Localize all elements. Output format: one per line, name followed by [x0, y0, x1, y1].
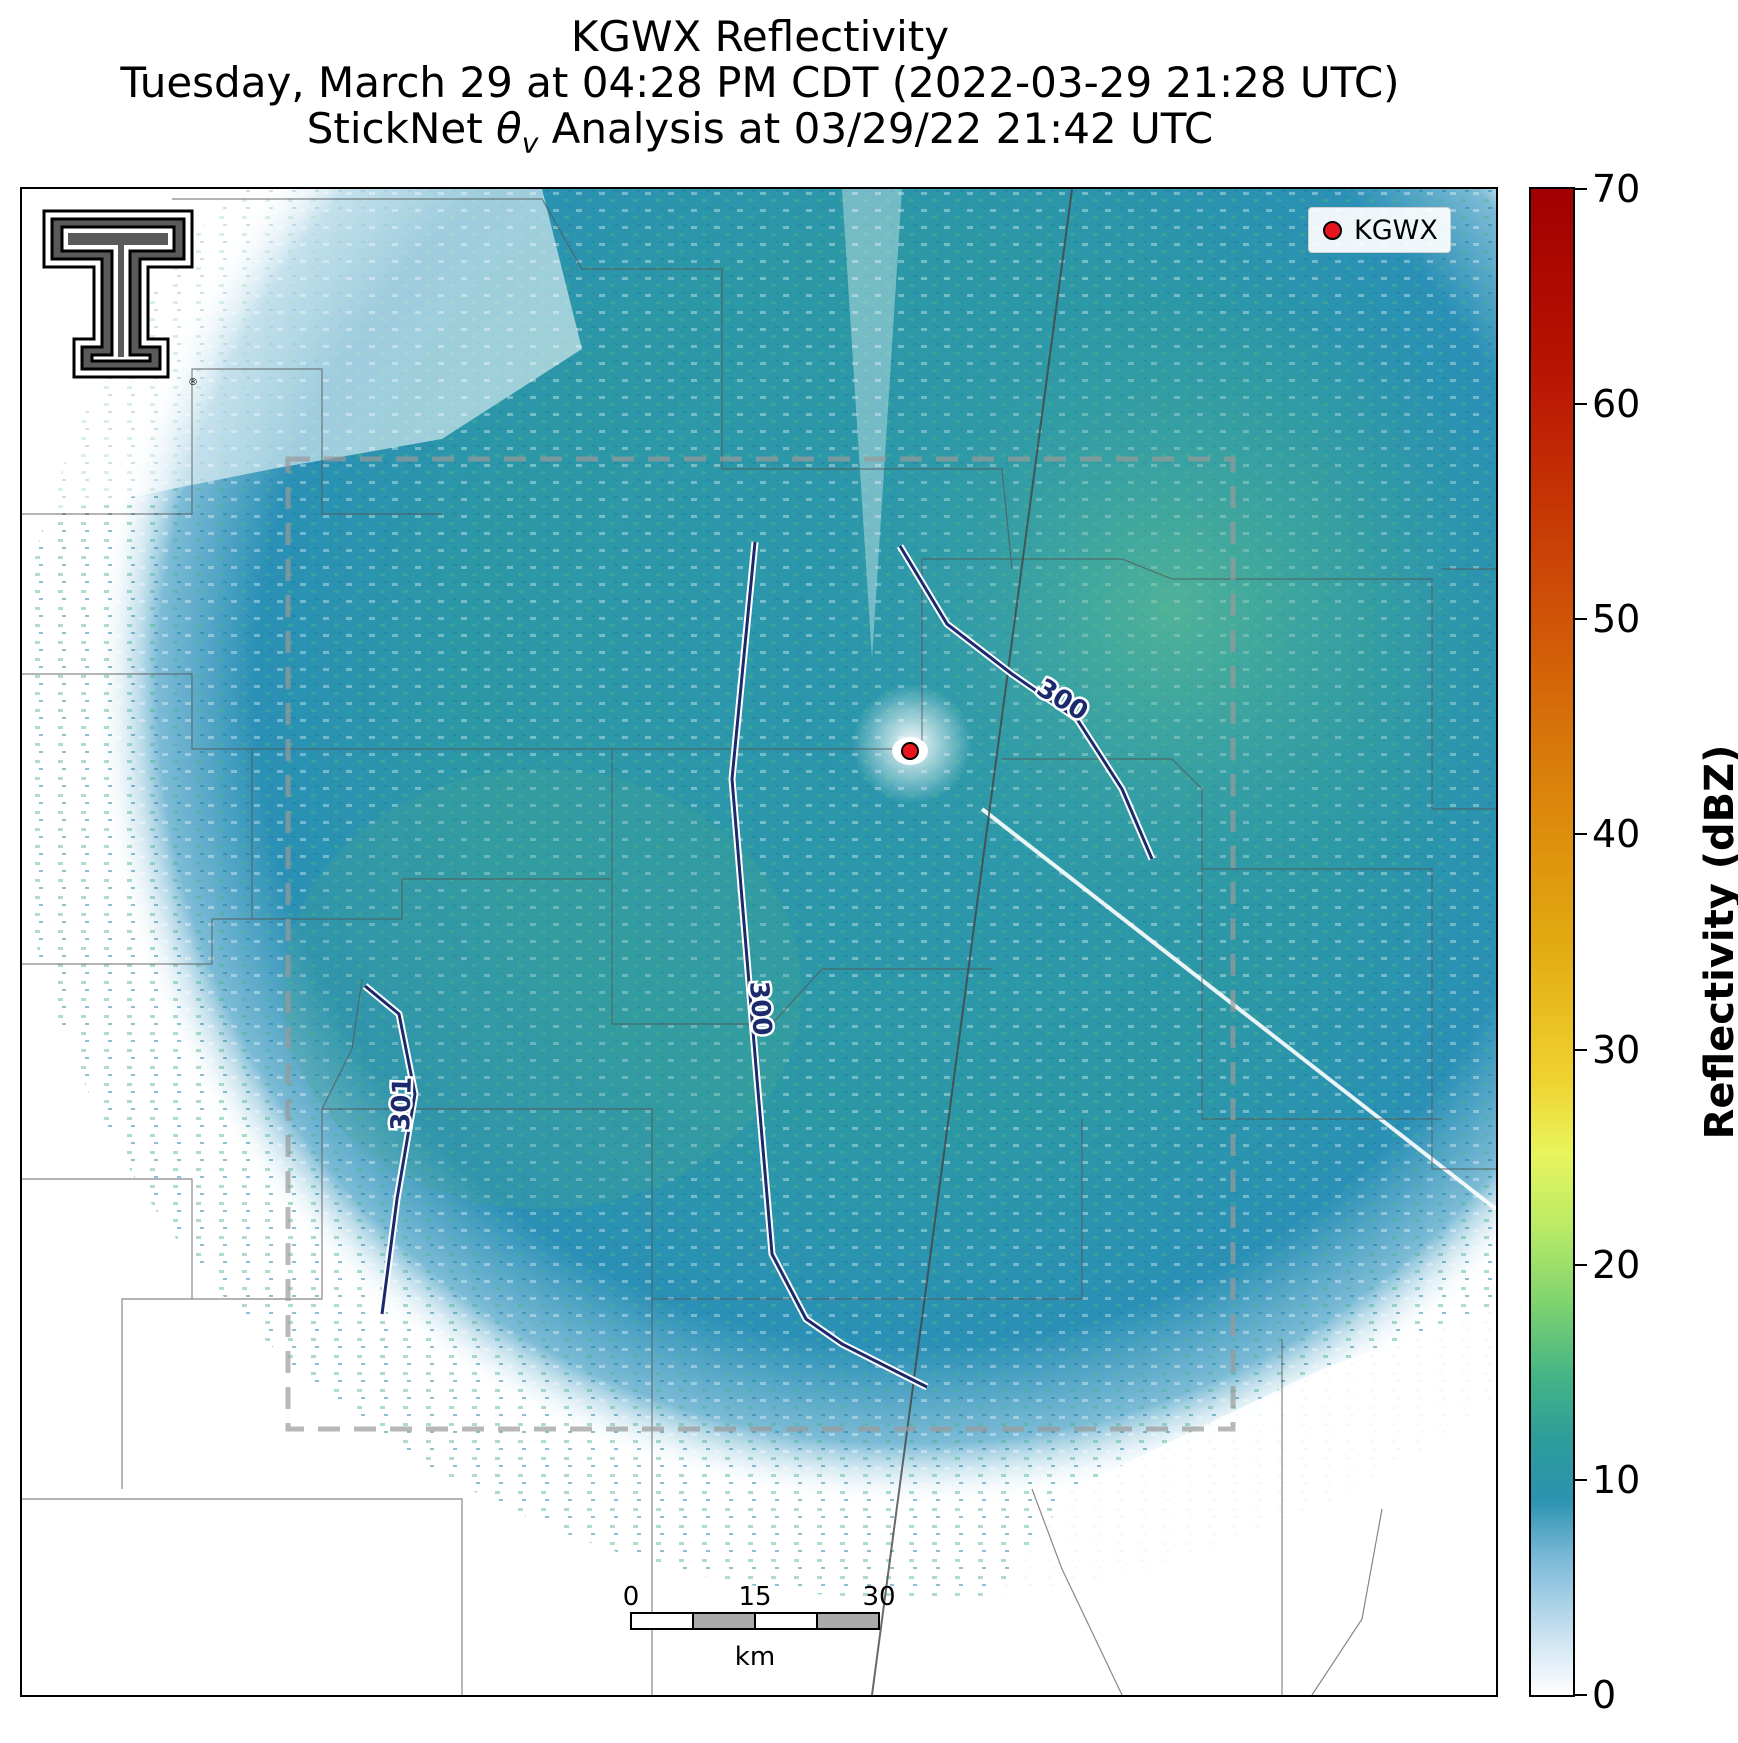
title-line-2: Tuesday, March 29 at 04:28 PM CDT (2022-… — [120, 58, 1400, 107]
theta-symbol: θ — [496, 104, 522, 153]
title-line-3-prefix: StickNet — [306, 104, 497, 153]
map-legend: KGWX — [1308, 207, 1451, 253]
contour-300-east — [898, 545, 1154, 860]
contour-label-300-central: 300 — [743, 980, 777, 1036]
title-line-3: StickNet θv Analysis at 03/29/22 21:42 U… — [20, 106, 1500, 166]
colorbar-title: Reflectivity (dBZ) — [1697, 744, 1738, 1140]
colorbar-tick-mark — [1575, 1263, 1587, 1266]
colorbar-tick-label: 20 — [1592, 1242, 1641, 1287]
colorbar-tick-label: 30 — [1592, 1027, 1641, 1072]
colorbar-tick-mark — [1575, 833, 1587, 836]
colorbar-tick-mark — [1575, 618, 1587, 621]
analysis-domain-box — [285, 456, 1236, 1432]
scale-tick-0: 0 — [622, 1582, 640, 1612]
colorbar-tick-mark — [1575, 1478, 1587, 1481]
colorbar-tick-label: 10 — [1592, 1457, 1641, 1502]
texas-tech-logo-icon: ® — [42, 209, 198, 388]
radar-site-marker — [892, 737, 928, 765]
state-boundary — [871, 189, 1073, 1695]
colorbar — [1529, 187, 1575, 1697]
scale-tick-30: 30 — [862, 1582, 896, 1612]
scale-bar-segments — [630, 1612, 880, 1630]
colorbar-tick-label: 50 — [1592, 597, 1641, 642]
county-boundaries — [22, 198, 1496, 1695]
contour-300-central — [730, 541, 928, 1389]
colorbar-tick-mark — [1575, 403, 1587, 406]
radar-map-canvas: 300 300 301 — [22, 189, 1496, 1695]
title-line-1: KGWX Reflectivity — [570, 12, 950, 61]
colorbar-tick-label: 40 — [1592, 812, 1641, 857]
colorbar-tick-label: 60 — [1592, 382, 1641, 427]
colorbar-tick-mark — [1575, 1048, 1587, 1051]
colorbar-tick-mark — [1575, 188, 1587, 190]
registered-mark: ® — [188, 377, 198, 388]
theta-v-contours — [362, 541, 1156, 1391]
scale-tick-15: 15 — [738, 1582, 772, 1612]
legend-label: KGWX — [1354, 214, 1438, 246]
title-line-3-suffix: Analysis at 03/29/22 21:42 UTC — [538, 104, 1214, 153]
radar-map[interactable]: 300 300 301 — [20, 187, 1498, 1697]
contour-301 — [364, 984, 417, 1315]
legend-marker-icon — [1323, 220, 1342, 240]
figure-title: KGWX Reflectivity Tuesday, March 29 at 0… — [20, 14, 1500, 166]
scale-unit: km — [734, 1642, 776, 1672]
colorbar-tick-mark — [1575, 1694, 1587, 1696]
colorbar-tick-label: 0 — [1592, 1673, 1617, 1717]
theta-subscript: v — [521, 126, 539, 160]
contour-label-301: 301 — [386, 1076, 418, 1131]
colorbar-tick-label: 70 — [1592, 167, 1641, 211]
